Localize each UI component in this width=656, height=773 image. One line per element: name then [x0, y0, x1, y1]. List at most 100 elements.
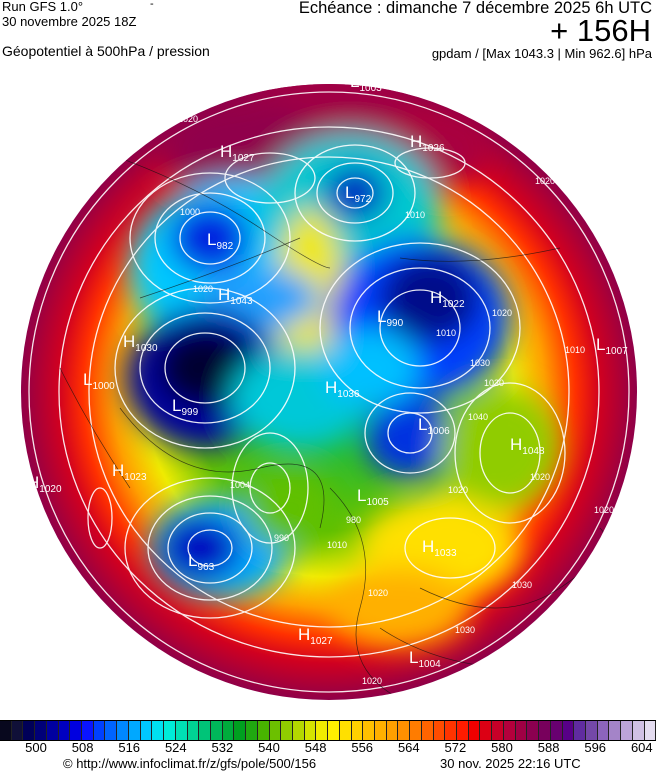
color-scale-cell — [621, 721, 633, 740]
color-scale-cell — [164, 721, 176, 740]
isobar-label: 1020 — [193, 284, 213, 294]
low-pressure-center: L972 — [345, 183, 372, 205]
center-letter: L — [207, 230, 216, 249]
center-value: 1036 — [337, 389, 360, 400]
center-letter: H — [510, 435, 522, 454]
color-scale-cell — [644, 721, 656, 740]
low-pressure-center: L963 — [188, 551, 215, 573]
color-scale-cell — [292, 721, 305, 740]
isobar — [167, 512, 253, 584]
center-letter: H — [220, 142, 232, 161]
center-letter: H — [218, 285, 230, 304]
color-scale-cell — [597, 721, 610, 740]
low-pressure-center: L990 — [377, 307, 404, 329]
color-scale-cell — [316, 721, 329, 740]
generation-timestamp: 30 nov. 2025 22:16 UTC — [440, 756, 581, 771]
center-letter: L — [357, 486, 366, 505]
forecast-valid-time: Echéance : dimanche 7 décembre 2025 6h U… — [298, 0, 652, 17]
high-pressure-center: H1033 — [422, 537, 457, 559]
center-value: 1003 — [359, 83, 382, 94]
color-scale-cell — [421, 721, 434, 740]
isobar — [379, 289, 461, 367]
isobar-label: 1010 — [327, 540, 347, 550]
high-pressure-center: H1036 — [325, 378, 360, 400]
isobar-label: 1004 — [230, 480, 250, 490]
color-scale-cell — [222, 721, 235, 740]
isobar — [187, 529, 233, 567]
color-scale-tick: 532 — [211, 740, 234, 755]
coastline — [399, 247, 561, 262]
color-scale-cell — [433, 721, 446, 740]
isobar-label: 1030 — [470, 358, 490, 368]
isobar-label: 980 — [346, 515, 361, 525]
center-value: 999 — [181, 407, 198, 418]
run-date: 30 novembre 2025 18Z — [2, 14, 137, 29]
isobar — [336, 177, 374, 209]
center-letter: L — [345, 183, 354, 202]
color-scale-cell — [246, 721, 258, 740]
isobar-label: 1020 — [594, 505, 614, 515]
isobar — [404, 517, 496, 579]
units-range: gpdam / [Max 1043.3 | Min 962.6] hPa — [431, 46, 652, 61]
center-value: 982 — [216, 241, 233, 252]
color-scale-cell — [328, 721, 340, 740]
color-scale-cell — [23, 721, 36, 740]
color-scale-cell — [539, 721, 551, 740]
run-label: Run GFS 1.0° — [2, 0, 84, 14]
color-scale-tick: 524 — [164, 740, 187, 755]
color-scale-tick: 548 — [304, 740, 327, 755]
color-scale-cell — [457, 721, 469, 740]
center-value: 1000 — [92, 381, 115, 392]
isobar-label: 1020 — [448, 485, 468, 495]
color-scale-cell — [375, 721, 387, 740]
color-scale-tick: 556 — [351, 740, 374, 755]
field-blob — [330, 568, 470, 648]
center-letter: H — [298, 625, 310, 644]
isobar — [479, 412, 541, 494]
isobar-label: 1000 — [180, 207, 200, 217]
field-blob — [325, 167, 385, 219]
color-scale-cell — [0, 721, 12, 740]
low-pressure-center: L1007 — [596, 335, 628, 357]
color-scale-cell — [339, 721, 352, 740]
isobar — [394, 147, 466, 179]
color-scale-cell — [492, 721, 504, 740]
isobar-label: 1020 — [60, 94, 80, 104]
field-blob — [320, 328, 420, 408]
lead-time: + 156H — [550, 13, 651, 48]
color-scale-cell — [199, 721, 211, 740]
color-scale-tick: 564 — [397, 740, 420, 755]
isobar — [114, 287, 296, 449]
isobar — [154, 192, 266, 284]
isobar — [58, 126, 600, 658]
color-scale-tick: 540 — [258, 740, 280, 755]
center-value: 1006 — [427, 426, 450, 437]
color-scale-cell — [515, 721, 528, 740]
color-scale-tick: 580 — [491, 740, 513, 755]
center-letter: H — [325, 378, 337, 397]
center-value: 1030 — [135, 343, 158, 354]
isobar — [364, 392, 456, 474]
low-pressure-center: L982 — [207, 230, 234, 252]
isobar — [28, 91, 630, 693]
center-value: 1022 — [442, 299, 465, 310]
color-scale-cell — [128, 721, 141, 740]
coastline — [139, 237, 301, 299]
isobar-label: 1030 — [484, 378, 504, 388]
isobar-label: 1030 — [455, 625, 475, 635]
color-scale-cell — [351, 721, 364, 740]
high-pressure-center: H1022 — [430, 288, 465, 310]
isobar-label: 1010 — [565, 345, 585, 355]
color-scale-tick: 500 — [25, 740, 47, 755]
color-scale-cell — [257, 721, 270, 740]
center-value: 1033 — [434, 548, 457, 559]
isobar — [124, 477, 296, 619]
center-letter: L — [172, 396, 181, 415]
field-blob — [170, 203, 250, 273]
isobar-label: 1010 — [436, 328, 456, 338]
center-value: 1027 — [232, 153, 255, 164]
color-scale-tick: 508 — [71, 740, 94, 755]
copyright-url[interactable]: © http://www.infoclimat.fr/z/gfs/pole/50… — [63, 756, 317, 771]
high-pressure-center: H1043 — [218, 285, 253, 307]
